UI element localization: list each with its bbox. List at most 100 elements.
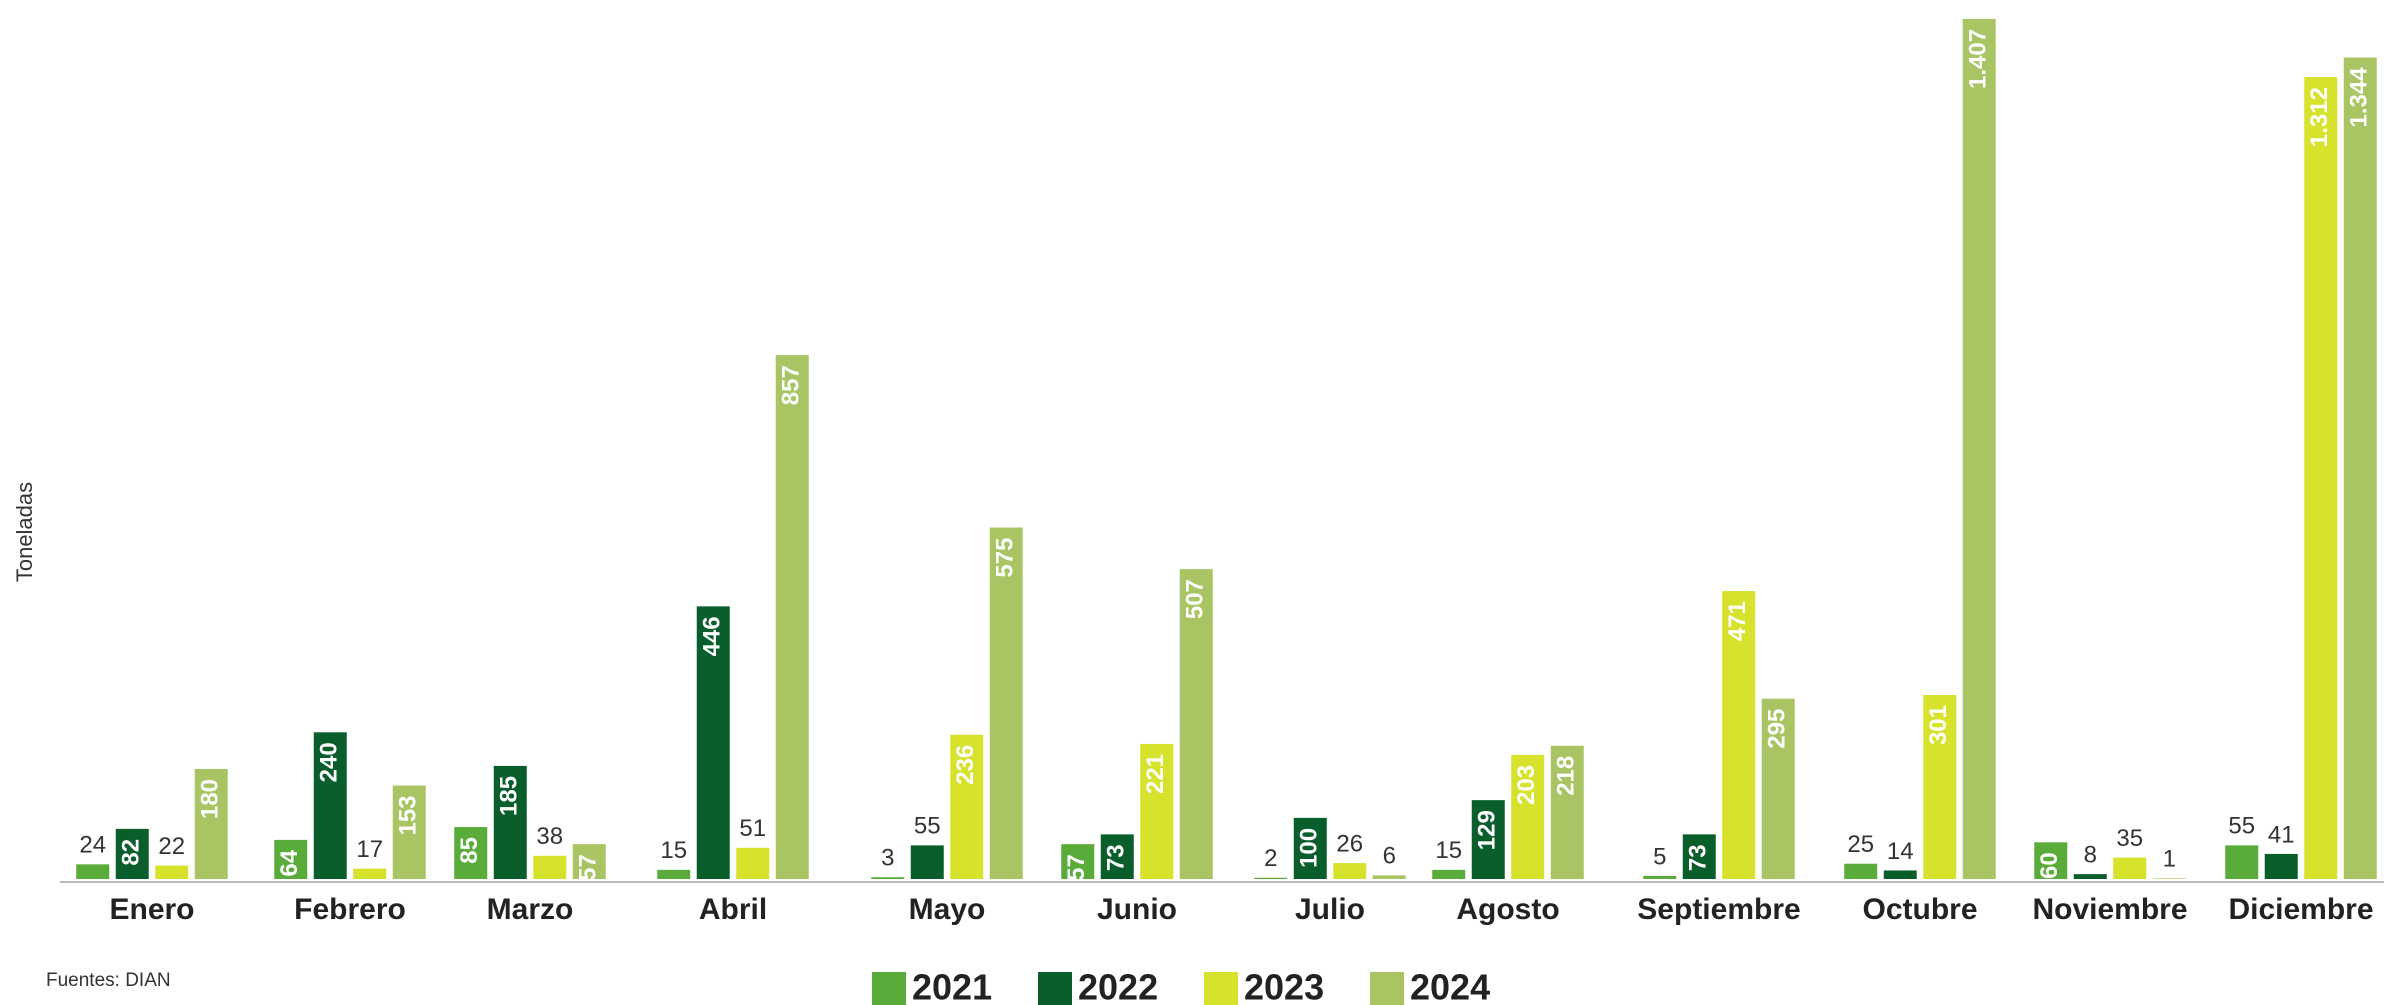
data-label: 60: [2036, 852, 2063, 879]
bar: [657, 869, 691, 879]
bar: [353, 868, 387, 879]
x-tick-label: Agosto: [1456, 893, 1559, 926]
data-label: 35: [2116, 825, 2143, 852]
legend-label: 2022: [1078, 967, 1158, 1005]
bar: [1643, 875, 1677, 879]
data-label: 38: [536, 823, 563, 850]
data-label: 1.312: [2306, 87, 2333, 147]
data-label: 575: [992, 538, 1019, 578]
data-label: 41: [2268, 821, 2295, 848]
data-label: 55: [2228, 813, 2255, 840]
x-tick-label: Abril: [699, 893, 767, 926]
data-label: 185: [496, 776, 523, 816]
data-label: 180: [197, 779, 224, 819]
data-label: 55: [914, 813, 941, 840]
data-label: 1.407: [1965, 29, 1992, 89]
x-tick-label: Enero: [109, 893, 194, 926]
bar: [533, 855, 567, 879]
bar: [871, 877, 905, 879]
bar: [1722, 591, 1756, 879]
bar: [1333, 863, 1367, 879]
bar: [572, 844, 606, 879]
x-tick-label: Noviembre: [2032, 893, 2187, 926]
legend-label: 2023: [1244, 967, 1324, 1005]
bar: [2073, 874, 2107, 879]
data-label: 295: [1764, 709, 1791, 749]
data-label: 100: [1296, 828, 1323, 868]
data-label: 14: [1887, 838, 1914, 865]
data-label: 73: [1685, 844, 1712, 871]
legend-swatch: [872, 972, 906, 1005]
bar: [392, 785, 426, 879]
bar: [950, 734, 984, 879]
data-label: 203: [1513, 765, 1540, 805]
data-label: 3: [881, 845, 894, 872]
legend-label: 2024: [1410, 967, 1490, 1005]
bar: [989, 527, 1023, 879]
data-label: 57: [1063, 854, 1090, 881]
x-tick-label: Octubre: [1862, 893, 1977, 926]
bar: [1293, 817, 1327, 879]
bar: [2304, 77, 2338, 879]
bar: [274, 839, 308, 879]
data-label: 218: [1553, 756, 1580, 796]
bar: [493, 765, 527, 879]
bar: [454, 827, 488, 879]
data-label: 6: [1383, 843, 1396, 870]
bar: [696, 606, 730, 879]
bar: [1471, 800, 1505, 879]
legend-label: 2021: [912, 967, 992, 1005]
bar: [910, 845, 944, 879]
data-label: 8: [2084, 841, 2097, 868]
bar: [194, 768, 228, 879]
data-label: 57: [575, 854, 602, 881]
bar: [1372, 875, 1406, 879]
x-tick-label: Junio: [1097, 893, 1177, 926]
bar: [1761, 698, 1795, 879]
data-label: 446: [699, 616, 726, 656]
data-label: 64: [276, 849, 303, 876]
legend-swatch: [1038, 972, 1072, 1005]
bar: [1962, 18, 1996, 880]
bar: [1100, 834, 1134, 879]
bar: [2264, 853, 2298, 879]
data-label: 5: [1653, 843, 1666, 870]
x-tick-label: Febrero: [294, 893, 406, 926]
bar: [1682, 834, 1716, 879]
y-axis-label: Toneladas: [12, 482, 37, 582]
bar: [2152, 878, 2186, 879]
data-label: 129: [1474, 810, 1501, 850]
data-label: 17: [356, 836, 383, 863]
data-label: 26: [1336, 830, 1363, 857]
bar: [76, 864, 110, 879]
bar: [1432, 869, 1466, 879]
bar: [155, 865, 189, 879]
bar: [2113, 857, 2147, 879]
data-label: 51: [739, 815, 766, 842]
bar: [1179, 569, 1213, 879]
data-label: 857: [778, 365, 805, 405]
data-label: 85: [456, 837, 483, 864]
x-tick-label: Julio: [1295, 893, 1365, 926]
data-label: 25: [1847, 831, 1874, 858]
data-label: 471: [1724, 601, 1751, 641]
data-label: 236: [952, 745, 979, 785]
bar: [1511, 754, 1545, 879]
x-tick-label: Septiembre: [1637, 893, 1800, 926]
bar: [1061, 844, 1095, 879]
data-label: 507: [1182, 579, 1209, 619]
bar: [2343, 57, 2377, 879]
x-tick-label: Marzo: [487, 893, 574, 926]
x-tick-label: Mayo: [909, 893, 986, 926]
data-label: 15: [1435, 837, 1462, 864]
bar: [775, 355, 809, 879]
bar: [1923, 695, 1957, 879]
bar: [115, 828, 149, 879]
bar: [2225, 845, 2259, 879]
data-label: 73: [1103, 844, 1130, 871]
data-label: 82: [118, 839, 145, 866]
legend-swatch: [1370, 972, 1404, 1005]
data-label: 22: [158, 833, 185, 860]
data-label: 15: [660, 837, 687, 864]
